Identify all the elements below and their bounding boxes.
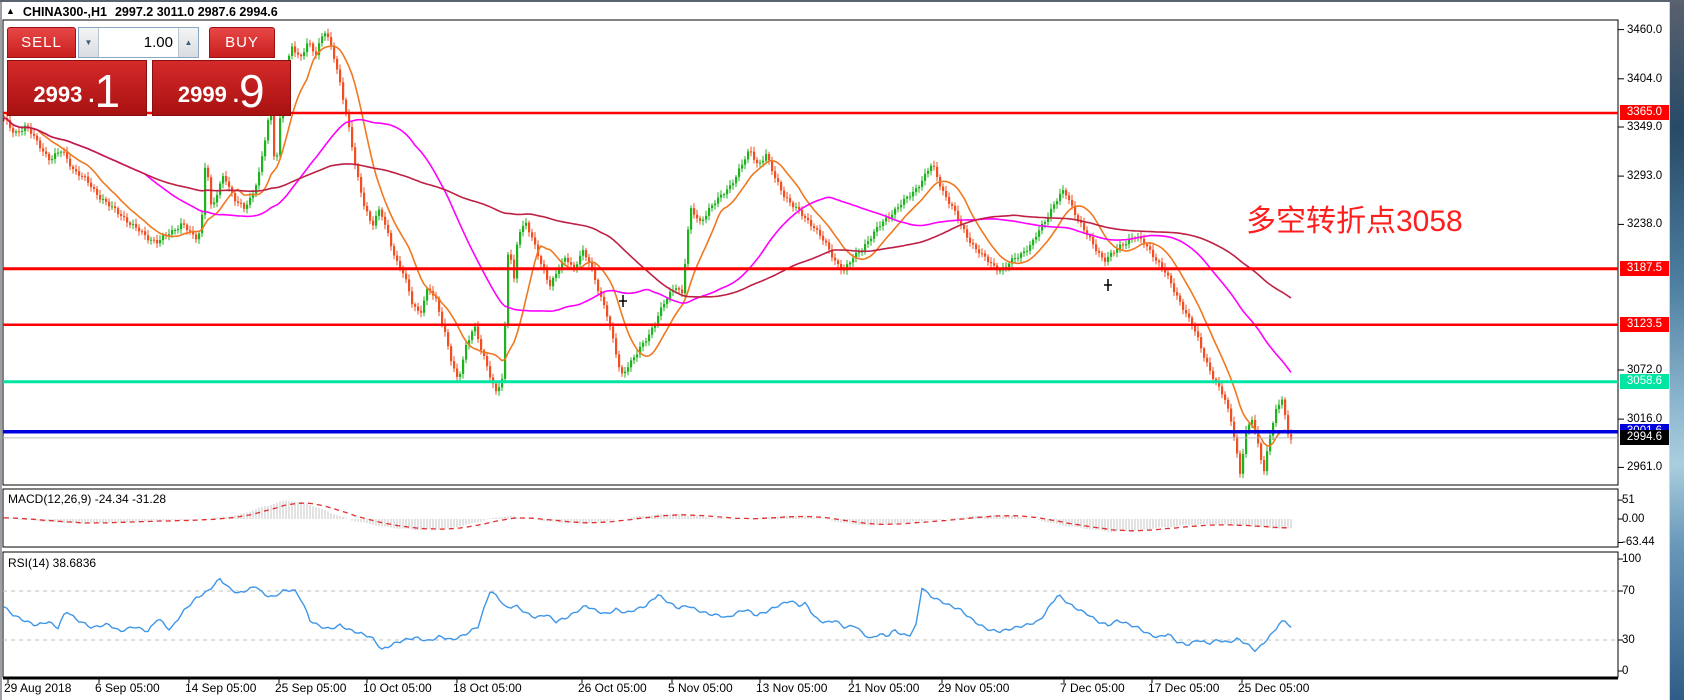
time-tick-label: 7 Dec 05:00 [1060, 681, 1125, 695]
price-tick-label: 3016.0 [1627, 413, 1663, 426]
chart-title: CHINA300-,H1 [22, 4, 107, 19]
time-tick-label: 18 Oct 05:00 [453, 681, 522, 695]
price-level-label: 3123.5 [1620, 317, 1669, 333]
macd-tick-label: 0.00 [1622, 513, 1645, 525]
sell-price-fraction: 1 [94, 64, 121, 117]
chart-ohlc-values: 2997.2 3011.0 2987.6 2994.6 [114, 4, 278, 19]
time-tick-label: 25 Sep 05:00 [275, 681, 347, 695]
chart-annotation: 多空转折点3058 [1246, 205, 1463, 238]
time-tick-label: 21 Nov 05:00 [848, 681, 920, 695]
rsi-tick-label: 70 [1622, 585, 1635, 597]
price-tick-label: 3072.0 [1627, 364, 1663, 376]
price-tick-label: 3238.0 [1627, 218, 1663, 231]
time-tick-label: 13 Nov 05:00 [756, 681, 828, 695]
price-tick-label: 3460.0 [1627, 23, 1663, 36]
price-level-label: 3365.0 [1620, 105, 1669, 121]
time-tick-label: 25 Dec 05:00 [1238, 681, 1310, 695]
time-tick-label: 10 Oct 05:00 [363, 681, 432, 695]
buy-price-button[interactable]: 2999 .9 [151, 60, 291, 117]
volume-increase-button[interactable]: ▲ [178, 28, 198, 57]
price-tick-label: 3349.0 [1627, 121, 1663, 134]
buy-price-main: 2999 . [177, 82, 240, 107]
price-level-label: 3058.6 [1620, 374, 1669, 390]
chart-header: ▲ CHINA300-,H1 2997.2 3011.0 2987.6 2994… [6, 4, 278, 19]
window-right-border [1669, 2, 1684, 700]
macd-tick-label: -63.44 [1622, 536, 1655, 549]
window-left-border [0, 2, 2, 700]
rsi-tick-label: 0 [1622, 665, 1629, 677]
volume-control: ▼ 1.00 ▲ [78, 27, 199, 58]
buy-button[interactable]: BUY [209, 27, 275, 58]
rsi-label: RSI(14) 38.6836 [8, 556, 97, 570]
sell-price-button[interactable]: 2993 .1 [7, 60, 147, 116]
collapse-icon[interactable]: ▲ [6, 6, 15, 16]
time-tick-label: 26 Oct 05:00 [578, 681, 647, 695]
time-tick-label: 6 Sep 05:00 [95, 681, 160, 695]
price-tick-label: 2961.0 [1627, 461, 1663, 474]
price-level-label: 2994.6 [1620, 430, 1669, 446]
volume-decrease-button[interactable]: ▼ [79, 28, 99, 57]
price-tick-label: 3404.0 [1627, 72, 1663, 85]
time-tick-label: 14 Sep 05:00 [185, 681, 257, 695]
time-tick-label: 17 Dec 05:00 [1148, 681, 1220, 695]
sell-price-main: 2993 . [33, 82, 95, 107]
macd-label: MACD(12,26,9) -24.34 -31.28 [8, 492, 167, 506]
macd-tick-label: 51 [1622, 494, 1635, 507]
time-tick-label: 5 Nov 05:00 [668, 681, 733, 695]
price-tick-label: 3293.0 [1627, 170, 1663, 183]
rsi-tick-label: 100 [1622, 553, 1642, 565]
buy-price-fraction: 9 [239, 64, 265, 117]
time-tick-label: 29 Aug 2018 [4, 681, 72, 695]
sell-button[interactable]: SELL [7, 27, 76, 58]
time-tick-label: 29 Nov 05:00 [938, 681, 1010, 695]
price-level-label: 3187.5 [1620, 261, 1669, 277]
rsi-tick-label: 30 [1622, 634, 1635, 646]
volume-input[interactable]: 1.00 [143, 34, 173, 51]
one-click-trading-panel: SELL ▼ 1.00 ▲ BUY 2993 .1 2999 .9 [7, 27, 291, 116]
